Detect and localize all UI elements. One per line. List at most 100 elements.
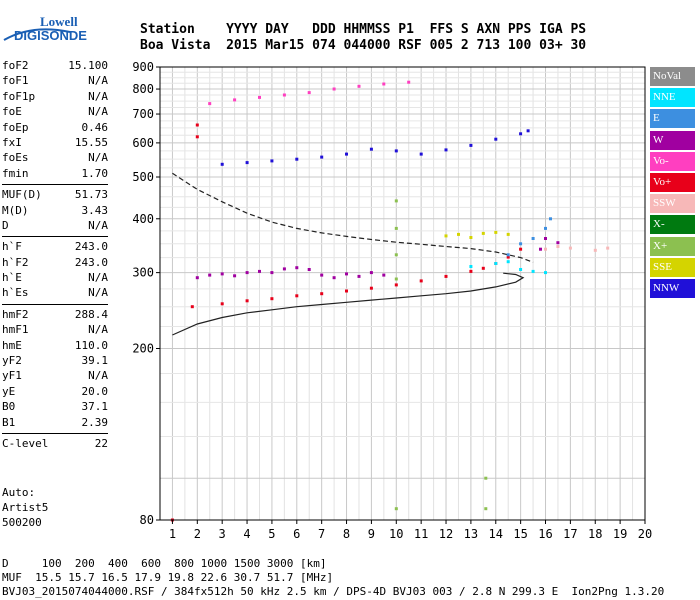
param-row: h`Es N/A	[2, 285, 108, 300]
param-value: 0.46	[81, 120, 109, 134]
param-row: D N/A	[2, 218, 108, 233]
param-name: h`Es	[2, 286, 29, 300]
param-row: fmin 1.70	[2, 166, 108, 181]
param-value: N/A	[88, 271, 108, 285]
param-row: fxI 15.55	[2, 135, 108, 150]
echo-point	[506, 253, 510, 257]
x-tick-label: 11	[414, 527, 428, 541]
x-tick-label: 1	[169, 527, 176, 541]
param-name: fxI	[2, 135, 22, 149]
logo-swoosh-icon	[3, 28, 71, 41]
echo-point	[519, 268, 523, 271]
param-name: foF1p	[2, 89, 36, 103]
echo-point	[556, 241, 560, 245]
x-tick-label: 14	[489, 527, 503, 541]
echo-point	[539, 247, 542, 251]
x-tick-label: 15	[513, 527, 527, 541]
echo-point	[394, 277, 398, 281]
echo-point	[195, 276, 199, 280]
legend-entry: NNE	[650, 88, 695, 108]
echo-point	[369, 271, 373, 275]
echo-point	[484, 507, 488, 511]
param-row: hmF1 N/A	[2, 322, 108, 337]
echo-point	[190, 305, 194, 309]
y-tick-label: 500	[132, 170, 154, 184]
param-row: B1 2.39	[2, 415, 108, 430]
param-name: hmF2	[2, 307, 29, 321]
param-value: N/A	[88, 151, 108, 165]
echo-point	[469, 265, 473, 268]
param-name: yE	[2, 384, 16, 398]
echo-point	[394, 226, 398, 230]
footer-muf-row: MUF 15.5 15.7 16.5 17.9 19.8 22.6 30.7 5…	[2, 571, 334, 584]
param-name: B1	[2, 415, 16, 429]
legend-entry: SSW	[650, 194, 695, 214]
param-name: h`E	[2, 271, 22, 285]
x-tick-label: 8	[343, 527, 350, 541]
param-separator	[2, 236, 108, 238]
param-name: B0	[2, 400, 16, 414]
echo-point	[233, 98, 237, 102]
echo-point	[531, 269, 535, 273]
param-value: N/A	[88, 89, 108, 103]
echo-point	[282, 267, 286, 271]
x-tick-label: 7	[318, 527, 325, 541]
echo-point	[469, 269, 473, 273]
echo-point	[394, 507, 398, 511]
echo-point	[494, 137, 498, 141]
echo-point	[506, 260, 510, 264]
param-value: N/A	[88, 369, 108, 383]
param-row: B0 37.1	[2, 399, 108, 414]
echo-point	[220, 162, 224, 166]
logo-line2: DIGISONDE	[14, 28, 87, 43]
param-value: 2.39	[81, 415, 109, 429]
param-value: 110.0	[74, 338, 108, 352]
echo-point	[481, 231, 485, 235]
param-name: fmin	[2, 166, 29, 180]
legend-entry: NoVal	[650, 67, 695, 86]
param-row: yE 20.0	[2, 384, 108, 399]
x-tick-label: 17	[563, 527, 577, 541]
y-tick-label: 700	[132, 107, 154, 121]
echo-point	[208, 273, 212, 277]
echo-point	[382, 273, 386, 277]
legend-entry: Vo+	[650, 172, 695, 192]
header-row2: Boa Vista 2015 Mar15 074 044000 RSF 005 …	[140, 38, 587, 53]
footer-info: D 100 200 400 600 800 1000 1500 3000 [km…	[2, 557, 664, 599]
echo-point	[245, 299, 249, 303]
param-row: yF1 N/A	[2, 368, 108, 383]
x-tick-label: 3	[219, 527, 226, 541]
station-header: Station YYYY DAY DDD HHMMSS P1 FFS S AXN…	[140, 22, 586, 54]
header-row1: Station YYYY DAY DDD HHMMSS P1 FFS S AXN…	[140, 22, 587, 37]
echo-point	[544, 226, 547, 230]
echo-point	[320, 155, 324, 159]
x-tick-label: 6	[293, 527, 300, 541]
chart-legend: NoVal NNE E W Vo- Vo+ SSW X- X+ SSE NNW	[650, 67, 695, 300]
x-tick-label: 16	[538, 527, 552, 541]
echo-point	[382, 82, 386, 86]
param-value: 37.1	[81, 400, 109, 414]
echo-point	[195, 135, 199, 139]
echo-points	[170, 80, 610, 522]
param-value: 3.43	[81, 203, 109, 217]
echo-point	[270, 159, 274, 163]
param-value: 51.73	[74, 188, 108, 202]
logo-line1: Lowell	[40, 14, 78, 29]
echo-point	[394, 199, 398, 203]
param-name: yF2	[2, 354, 22, 368]
param-name: foF1	[2, 74, 29, 88]
param-name: foE	[2, 105, 22, 119]
legend-entry: W	[650, 130, 695, 150]
auto-label: Auto:	[2, 486, 36, 499]
param-name: hmF1	[2, 323, 29, 337]
electron-density-profile-dashed	[172, 172, 534, 263]
param-row: foE N/A	[2, 104, 108, 119]
echo-point	[519, 132, 523, 136]
legend-entry: NNW	[650, 278, 695, 298]
param-row: foF2 15.100	[2, 58, 108, 73]
param-row: hmE 110.0	[2, 338, 108, 353]
echo-point	[270, 271, 274, 275]
param-row: C-level 22	[2, 436, 108, 451]
param-value: 288.4	[74, 307, 108, 321]
